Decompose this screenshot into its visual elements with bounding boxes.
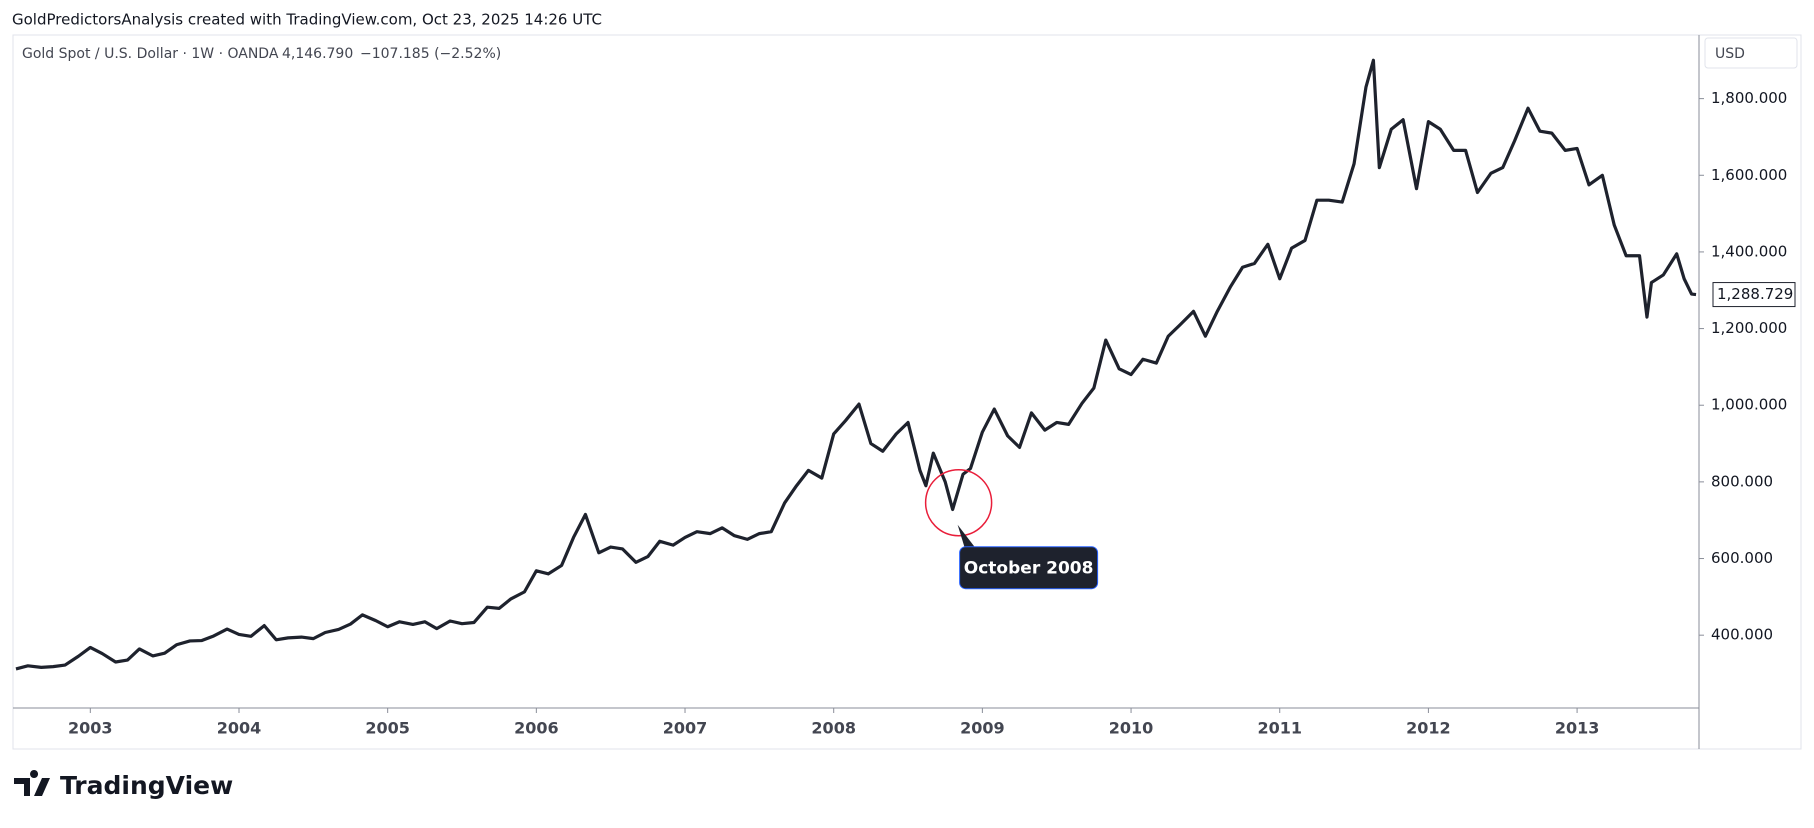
x-tick-label: 2005: [365, 719, 410, 738]
y-tick-label: 1,800.000: [1711, 89, 1787, 107]
x-tick-label: 2003: [68, 719, 113, 738]
legend-change: −107.185 (−2.52%): [360, 46, 501, 62]
x-tick-label: 2010: [1109, 719, 1154, 738]
currency-box[interactable]: [1704, 37, 1798, 69]
price-label: 1,288.729: [1717, 285, 1793, 303]
logo-text: TradingView: [60, 771, 233, 800]
price-line: [15, 58, 1697, 671]
y-tick-label: 1,400.000: [1711, 242, 1787, 260]
logo: TradingView: [14, 770, 233, 800]
x-tick-label: 2013: [1555, 719, 1600, 738]
y-tick-label: 1,000.000: [1711, 396, 1787, 414]
currency[interactable]: USD: [1715, 46, 1745, 62]
logo-icon: [14, 770, 50, 796]
y-tick-label: 800.000: [1711, 472, 1773, 490]
y-tick-label: 400.000: [1711, 626, 1773, 644]
y-tick-label: 1,600.000: [1711, 166, 1787, 184]
y-tick-label: 600.000: [1711, 549, 1773, 567]
frame: [12, 34, 1802, 750]
price-label-box: [1712, 282, 1796, 308]
header: GoldPredictorsAnalysis created with Trad…: [12, 11, 602, 29]
annotation-text: October 2008: [964, 559, 1094, 579]
legend-symbol: Gold Spot / U.S. Dollar · 1W · OANDA: [22, 46, 279, 62]
x-tick-label: 2004: [217, 719, 262, 738]
annotation-box: [959, 546, 1099, 590]
annotation-pointer: [957, 524, 978, 551]
y-tick-label: 1,200.000: [1711, 319, 1787, 337]
annotation-circle: [924, 468, 993, 537]
x-tick-label: 2008: [811, 719, 856, 738]
x-tick-label: 2007: [663, 719, 708, 738]
x-tick-label: 2006: [514, 719, 559, 738]
legend-last: 4,146.790: [282, 46, 353, 62]
x-tick-label: 2011: [1257, 719, 1302, 738]
x-tick-label: 2012: [1406, 719, 1451, 738]
x-tick-label: 2009: [960, 719, 1005, 738]
